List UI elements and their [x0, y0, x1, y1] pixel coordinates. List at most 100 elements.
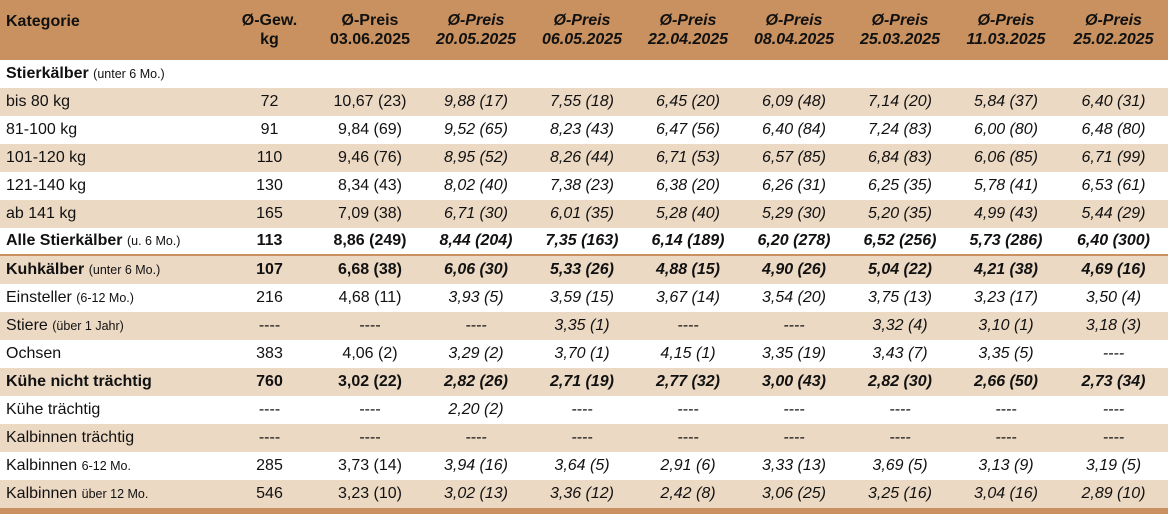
row-price: 2,42 (8) — [660, 485, 716, 502]
row-price: 6,57 (85) — [761, 149, 827, 166]
row-price: 5,04 (22) — [867, 261, 933, 278]
row-category: 81-100 kg — [0, 121, 222, 139]
row-price: 6,68 (38) — [337, 261, 403, 278]
row-weight: 165 — [256, 205, 283, 222]
row-category: Kühe trächtig — [0, 401, 222, 419]
row-price: 3,25 (16) — [867, 485, 933, 502]
row-price: 6,26 (31) — [761, 177, 827, 194]
row-category-name: Kuhkälber — [6, 261, 85, 278]
row-price: 3,70 (1) — [554, 345, 610, 362]
row-category: ab 141 kg — [0, 205, 222, 223]
row-price: 3,73 (14) — [337, 457, 403, 474]
row-category-name: bis 80 kg — [6, 93, 71, 110]
row-price: 6,71 (30) — [443, 205, 509, 222]
row-category-note: (u. 6 Mo.) — [126, 234, 181, 248]
row-price: 2,77 (32) — [655, 373, 721, 390]
row-category: Ochsen — [0, 345, 222, 363]
row-price: 3,13 (9) — [978, 457, 1034, 474]
row-price: 4,68 (11) — [338, 289, 402, 306]
row-price: 9,46 (76) — [337, 149, 403, 166]
row-price: 5,20 (35) — [867, 205, 933, 222]
header-price-date-4: Ø-Preis 08.04.2025 — [753, 12, 835, 48]
row-price: 7,55 (18) — [549, 93, 615, 110]
header-price-date-0: Ø-Preis 03.06.2025 — [329, 12, 411, 48]
section-label: Stierkälber (unter 6 Mo.) — [6, 65, 165, 82]
row-weight: 91 — [260, 121, 279, 138]
row-category: Kalbinnen 6-12 Mo. — [0, 457, 222, 475]
header-category: Kategorie — [6, 13, 80, 30]
row-price: 4,15 (1) — [660, 345, 716, 362]
row-price: 6,01 (35) — [549, 205, 615, 222]
row-category: Kalbinnen trächtig — [0, 429, 222, 447]
row-price: 2,71 (19) — [549, 373, 615, 390]
table-row: Alle Stierkälber (u. 6 Mo.) 113 8,86 (249)… — [0, 228, 1168, 256]
row-price: ---- — [1102, 401, 1125, 418]
row-price: 3,43 (7) — [872, 345, 928, 362]
row-price: 4,99 (43) — [973, 205, 1039, 222]
row-weight: ---- — [258, 317, 281, 334]
row-category-note: über 12 Mo. — [81, 487, 149, 501]
row-price: ---- — [359, 317, 381, 334]
row-price: 4,69 (16) — [1081, 261, 1146, 278]
row-price: 7,24 (83) — [867, 121, 933, 138]
table-row: bis 80 kg 72 10,67 (23) 9,88 (17) 7,55 (18) 6… — [0, 88, 1168, 116]
row-price: 6,00 (80) — [973, 121, 1039, 138]
row-price: 5,78 (41) — [973, 177, 1039, 194]
row-weight: 110 — [256, 149, 283, 166]
row-category: Alle Stierkälber (u. 6 Mo.) — [0, 232, 222, 250]
table-row: 81-100 kg 91 9,84 (69) 9,52 (65) 8,23 (43) 6,… — [0, 116, 1168, 144]
row-price: ---- — [677, 317, 699, 334]
row-price: 2,91 (6) — [660, 457, 716, 474]
row-price: 4,88 (15) — [655, 261, 721, 278]
row-weight: 546 — [256, 485, 283, 502]
table-row: 121-140 kg 130 8,34 (43) 8,02 (40) 7,38 (23)… — [0, 172, 1168, 200]
row-price: 6,47 (56) — [655, 121, 721, 138]
row-price: 3,64 (5) — [554, 457, 610, 474]
row-price: 6,40 (300) — [1077, 232, 1150, 249]
row-price: 9,88 (17) — [443, 93, 509, 110]
row-category-note: (über 1 Jahr) — [52, 319, 124, 333]
table-row: Stiere (über 1 Jahr) ---- ---- ---- 3,35 (1)… — [0, 312, 1168, 340]
row-price: ---- — [359, 429, 381, 446]
row-category: Stiere (über 1 Jahr) — [0, 317, 222, 335]
row-price: ---- — [889, 429, 911, 446]
row-price: 3,32 (4) — [872, 317, 928, 334]
row-price: ---- — [677, 429, 699, 446]
row-price: 6,45 (20) — [655, 93, 721, 110]
row-category-name: Kühe trächtig — [6, 401, 101, 418]
row-price: 6,20 (278) — [757, 232, 831, 249]
row-price: 5,44 (29) — [1081, 205, 1146, 222]
row-price: 5,33 (26) — [549, 261, 615, 278]
row-price: ---- — [359, 401, 381, 418]
row-price: 4,21 (38) — [973, 261, 1039, 278]
row-price: 3,35 (19) — [761, 345, 827, 362]
row-category: Kalbinnen über 12 Mo. — [0, 485, 222, 503]
row-category-name: Kalbinnen — [6, 457, 78, 474]
row-price: 6,25 (35) — [867, 177, 933, 194]
row-price: ---- — [677, 401, 699, 418]
row-price: 3,36 (12) — [549, 485, 615, 502]
row-category-name: Alle Stierkälber — [6, 232, 123, 249]
row-price: 3,75 (13) — [867, 289, 933, 306]
row-category-name: Ochsen — [6, 345, 62, 362]
table-row: Ochsen 383 4,06 (2) 3,29 (2) 3,70 (1) 4,15 (1… — [0, 340, 1168, 368]
row-price: 3,93 (5) — [448, 289, 504, 306]
row-price: 3,02 (13) — [443, 485, 509, 502]
row-price: 7,38 (23) — [549, 177, 615, 194]
row-category: 121-140 kg — [0, 177, 222, 195]
table-footer-bar — [0, 508, 1168, 514]
row-weight: 216 — [256, 289, 283, 306]
row-price: 3,19 (5) — [1085, 457, 1142, 474]
row-price: 5,73 (286) — [969, 232, 1043, 249]
row-price: ---- — [465, 429, 487, 446]
table-header: Kategorie Ø-Gew. kg Ø-Preis 03.06.2025 Ø-P… — [0, 0, 1168, 60]
row-price: 8,44 (204) — [439, 232, 513, 249]
row-price: 8,86 (249) — [333, 232, 407, 249]
row-price: 3,29 (2) — [448, 345, 504, 362]
row-weight: 113 — [256, 232, 283, 249]
table-row: Einsteller (6-12 Mo.) 216 4,68 (11) 3,93 (5… — [0, 284, 1168, 312]
row-price: ---- — [465, 317, 487, 334]
row-price: 8,26 (44) — [549, 149, 615, 166]
row-price: 6,52 (256) — [863, 232, 937, 249]
row-price: 6,40 (84) — [761, 121, 827, 138]
